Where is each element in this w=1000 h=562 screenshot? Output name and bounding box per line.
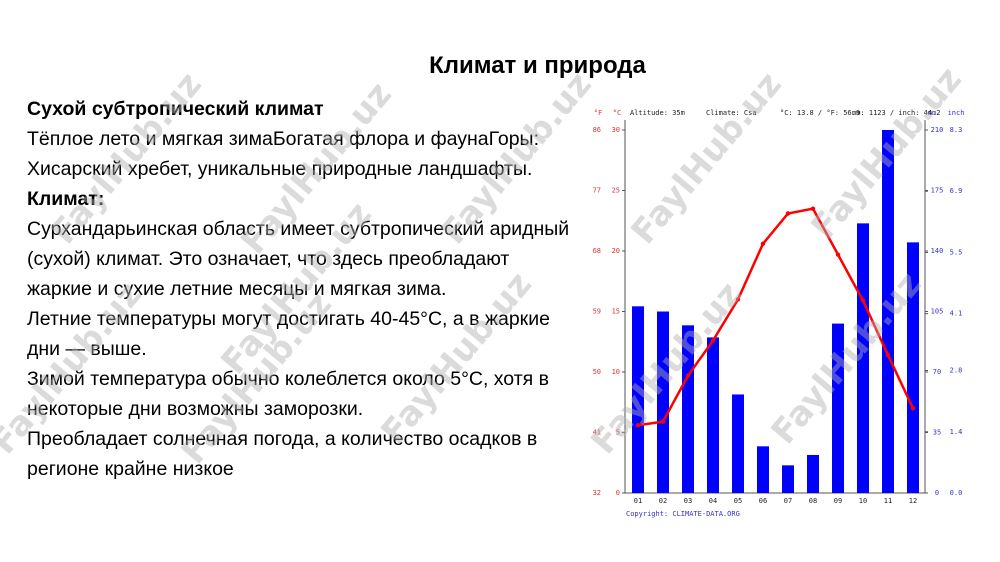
line-point	[885, 352, 891, 358]
y-tick-label: 25	[612, 187, 620, 195]
watermark: FaylHub.uz	[764, 265, 930, 452]
x-tick-label: 12	[909, 497, 917, 505]
chart-header: Climate: Csa	[706, 109, 757, 117]
y-tick-label: 32	[593, 489, 601, 497]
axis-unit: °F	[594, 109, 602, 117]
y-tick-label: 210	[931, 126, 944, 134]
axis-unit: inch	[948, 109, 965, 117]
x-tick-label: 03	[684, 497, 692, 505]
y-tick-label: 10	[612, 368, 620, 376]
temperature-line	[637, 207, 915, 427]
bar	[857, 223, 869, 494]
copyright: Copyright: CLIMATE-DATA.ORG	[626, 510, 740, 518]
paragraph: Летние температуры могут достигать 40-45…	[27, 308, 550, 360]
watermark: FaylHub.uz	[44, 65, 210, 252]
line-point	[735, 297, 741, 302]
axis-unit: mm	[928, 109, 936, 117]
x-tick-label: 01	[634, 497, 642, 505]
watermark: FaylHub.uz	[434, 65, 600, 252]
bar	[782, 465, 794, 493]
paragraph: Сурхандарьинская область имеет субтропич…	[27, 218, 570, 300]
line-point	[860, 298, 866, 303]
body-text: Сухой субтропический климат Тёплое лето и…	[27, 94, 572, 484]
y-tick-label: 105	[931, 308, 944, 316]
chart-header: Altitude: 35m	[630, 109, 685, 117]
y-tick-label: 41	[593, 429, 601, 437]
y-tick-label: 0.0	[950, 489, 963, 497]
bar	[907, 242, 919, 493]
x-tick-label: 04	[709, 497, 717, 505]
y-tick-label: 6.9	[950, 187, 963, 195]
y-tick-label: 2.8	[950, 367, 963, 375]
y-tick-label: 77	[593, 187, 601, 195]
axis-unit: °C	[613, 109, 621, 117]
y-tick-label: 5.5	[950, 248, 963, 256]
y-tick-label: 5	[616, 429, 620, 437]
y-tick-label: 15	[612, 308, 620, 316]
y-tick-label: 0	[935, 489, 939, 497]
slide-title: Климат и природа	[429, 52, 646, 79]
y-tick-label: 175	[931, 187, 944, 195]
bar	[632, 306, 644, 493]
line-point	[835, 252, 841, 257]
x-tick-label: 09	[834, 497, 842, 505]
y-tick-label: 50	[593, 368, 601, 376]
y-tick-label: 8.3	[950, 126, 963, 134]
heading: Климат:	[27, 188, 105, 210]
y-tick-label: 0	[616, 489, 620, 497]
bar	[832, 323, 844, 493]
line-point	[760, 241, 766, 246]
line-point	[685, 373, 691, 378]
heading: Сухой субтропический климат	[27, 98, 324, 120]
line-point	[635, 423, 641, 428]
x-tick-label: 08	[809, 497, 817, 505]
x-tick-label: 11	[884, 497, 892, 505]
watermark: FaylHub.uz	[624, 65, 790, 252]
paragraph: Преобладает солнечная погода, а количест…	[27, 428, 538, 480]
x-tick-label: 02	[659, 497, 667, 505]
y-tick-label: 1.4	[950, 428, 963, 436]
chart-header: °C: 13.8 / °F: 56.9	[780, 109, 860, 117]
y-tick-label: 20	[612, 247, 620, 255]
line-point	[910, 406, 916, 411]
line-point	[710, 338, 716, 343]
bar	[807, 454, 819, 493]
bar	[757, 446, 769, 493]
paragraph: Зимой температура обычно колеблется окол…	[27, 368, 549, 420]
watermark: FaylHub.uz	[0, 275, 150, 462]
bar	[682, 325, 694, 493]
line-point	[660, 419, 666, 424]
y-tick-label: 70	[933, 368, 941, 376]
bar	[732, 394, 744, 493]
y-tick-label: 59	[593, 308, 601, 316]
chart-header: mm: 1123 / inch: 44.2	[852, 109, 941, 117]
y-tick-label: 86	[593, 126, 601, 134]
paragraph: Тёплое лето и мягкая зимаБогатая флора и…	[27, 128, 539, 180]
watermark: FaylHub.uz	[374, 265, 540, 452]
line-point	[810, 206, 816, 211]
y-tick-label: 140	[931, 247, 944, 255]
line-point	[785, 211, 791, 216]
y-tick-label: 68	[593, 247, 601, 255]
x-tick-label: 05	[734, 497, 742, 505]
bar	[882, 130, 894, 493]
y-tick-label: 30	[612, 126, 620, 134]
x-tick-label: 06	[759, 497, 767, 505]
x-tick-label: 07	[784, 497, 792, 505]
y-tick-label: 4.1	[950, 310, 963, 318]
bar	[657, 311, 669, 493]
x-tick-label: 10	[859, 497, 867, 505]
bar	[707, 337, 719, 493]
y-tick-label: 35	[933, 429, 941, 437]
